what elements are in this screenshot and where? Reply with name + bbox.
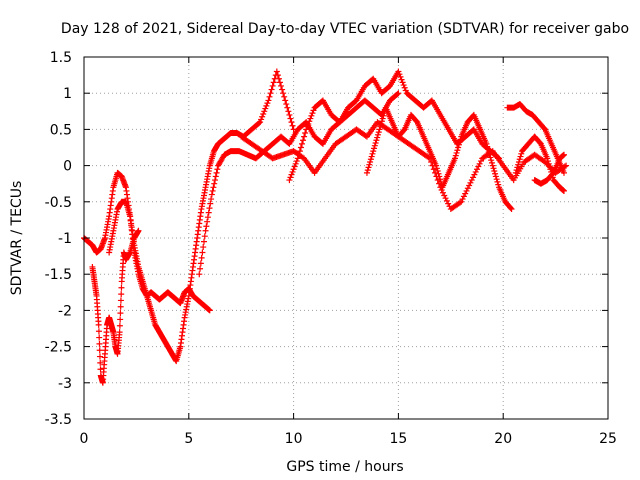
- data-marks: [81, 68, 570, 386]
- x-tick-label: 10: [285, 431, 303, 447]
- series-s3: [106, 68, 297, 365]
- series-markers: [363, 104, 515, 213]
- y-tick-label: 0: [63, 159, 72, 175]
- x-tick-label: 15: [389, 431, 407, 447]
- grid-layer: [84, 57, 608, 419]
- series-s9: [512, 133, 567, 194]
- axis-ticks: 0 5 10 15 20 25 1.5 1 0.5 0 -0.5 -1 -1.5 -2 -2.5 -3 -3.5: [45, 50, 617, 447]
- x-tick-label: 5: [184, 431, 193, 447]
- series-markers: [512, 133, 567, 194]
- x-tick-label: 20: [494, 431, 512, 447]
- y-tick-label: 1: [63, 86, 72, 102]
- series-markers: [106, 68, 297, 365]
- series-markers: [196, 90, 402, 278]
- series-s2: [89, 227, 142, 386]
- series-s7: [363, 104, 515, 213]
- x-tick-label: 0: [80, 431, 89, 447]
- series-markers: [531, 151, 567, 187]
- y-tick-label: -3.5: [45, 412, 72, 428]
- x-tick-label: 25: [599, 431, 617, 447]
- y-tick-label: 1.5: [50, 50, 72, 66]
- y-tick-label: -0.5: [45, 195, 72, 211]
- x-axis-title: GPS time / hours: [286, 459, 403, 475]
- series-markers: [89, 227, 142, 386]
- y-tick-label: -2.5: [45, 340, 72, 356]
- y-tick-label: -1: [58, 231, 72, 247]
- y-tick-label: 0.5: [50, 122, 72, 138]
- chart-title: Day 128 of 2021, Sidereal Day-to-day VTE…: [61, 21, 629, 37]
- series-s6: [286, 68, 503, 184]
- series-s10: [531, 151, 567, 187]
- y-tick-label: -2: [58, 303, 72, 319]
- y-tick-label: -1.5: [45, 267, 72, 283]
- y-tick-label: -3: [58, 376, 72, 392]
- series-markers: [286, 68, 503, 184]
- series-s4: [196, 90, 402, 278]
- y-axis-title: SDTVAR / TECUs: [9, 181, 25, 296]
